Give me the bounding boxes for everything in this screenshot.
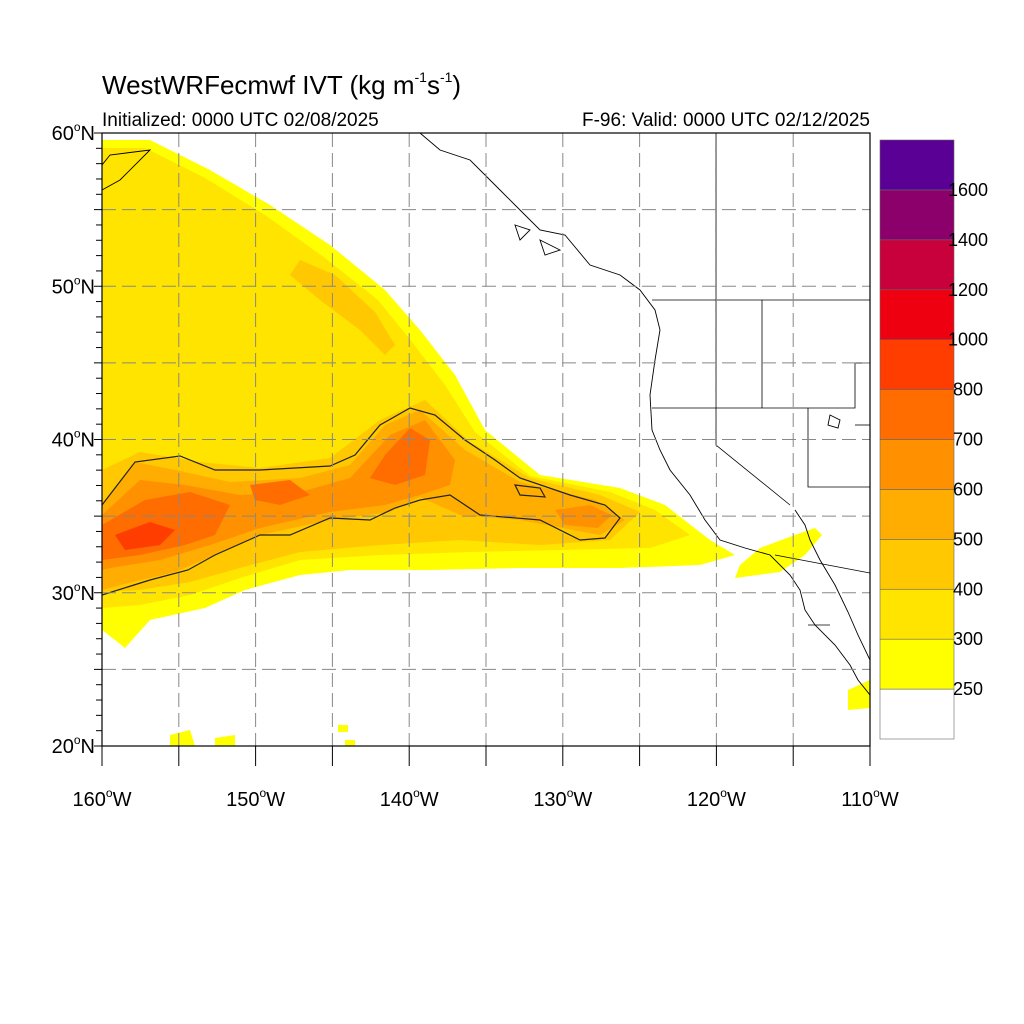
colorbar-label: 1600: [948, 180, 988, 200]
graticule: [102, 133, 870, 746]
ivt-contour-400: [290, 260, 395, 355]
colorbar-swatch: [879, 588, 955, 640]
colorbar-swatch: [879, 189, 955, 241]
colorbar-label: 1000: [948, 330, 988, 350]
lon-tick-label: 160oW: [73, 786, 132, 811]
ivt-contour-800: [115, 522, 175, 550]
colorbar-swatch: [879, 688, 955, 740]
lon-tick-label: 150oW: [226, 786, 285, 811]
colorbar-swatch: [879, 539, 955, 590]
colorbar-swatch: [879, 489, 955, 540]
colorbar-swatch: [879, 339, 955, 390]
ivt-500-outline: [513, 484, 547, 498]
axis-ticks: [94, 132, 871, 766]
axis-labels: 160oW 150oW 140oW 130oW 120oW 110oW 60oN 50oN 40…: [52, 120, 899, 811]
ivt-patch: [735, 528, 822, 578]
colorbar-label: 800: [953, 380, 983, 400]
colorbar-label: 250: [953, 679, 983, 699]
lat-tick-label: 60oN: [52, 120, 95, 145]
colorbar-label: 500: [953, 529, 983, 549]
lon-tick-label: 110oW: [841, 786, 899, 811]
colorbar-swatch: [879, 439, 955, 490]
colorbar-swatch: [879, 289, 955, 340]
ivt-contour-700: [370, 428, 430, 485]
colorbar-swatch: [879, 638, 955, 690]
lon-tick-label: 120oW: [687, 786, 746, 811]
colorbar-label: 1200: [948, 280, 988, 300]
lat-tick-label: 40oN: [52, 427, 95, 452]
colorbar-swatch: [879, 139, 955, 191]
valid-time-label: F-96: Valid: 0000 UTC 02/12/2025: [582, 110, 870, 131]
lat-tick-label: 20oN: [52, 733, 95, 758]
ivt-500-outline: [102, 407, 621, 596]
colorbar-label: 1400: [948, 230, 988, 250]
ivt-field: [102, 133, 870, 746]
colorbar-label: 700: [953, 430, 983, 450]
lat-tick-label: 30oN: [52, 580, 95, 605]
ivt-contour-700: [250, 480, 310, 505]
colorbar-label: 400: [953, 579, 983, 599]
lon-tick-label: 140oW: [380, 786, 439, 811]
map-title: WestWRFecmwf IVT (kg m-1s-1): [102, 69, 462, 100]
lat-tick-label: 50oN: [52, 273, 95, 298]
ivt-patch: [170, 725, 355, 746]
lon-tick-label: 130oW: [533, 786, 592, 811]
colorbar-swatch: [879, 239, 955, 291]
initialized-label: Initialized: 0000 UTC 02/08/2025: [102, 110, 379, 131]
colorbar-label: 300: [953, 629, 983, 649]
colorbar: 250 300 400 500 600 700 800 1000 1200 1400 1600: [879, 139, 988, 740]
colorbar-swatch: [879, 389, 955, 440]
colorbar-label: 600: [953, 479, 983, 499]
ivt-patch: [848, 680, 870, 710]
